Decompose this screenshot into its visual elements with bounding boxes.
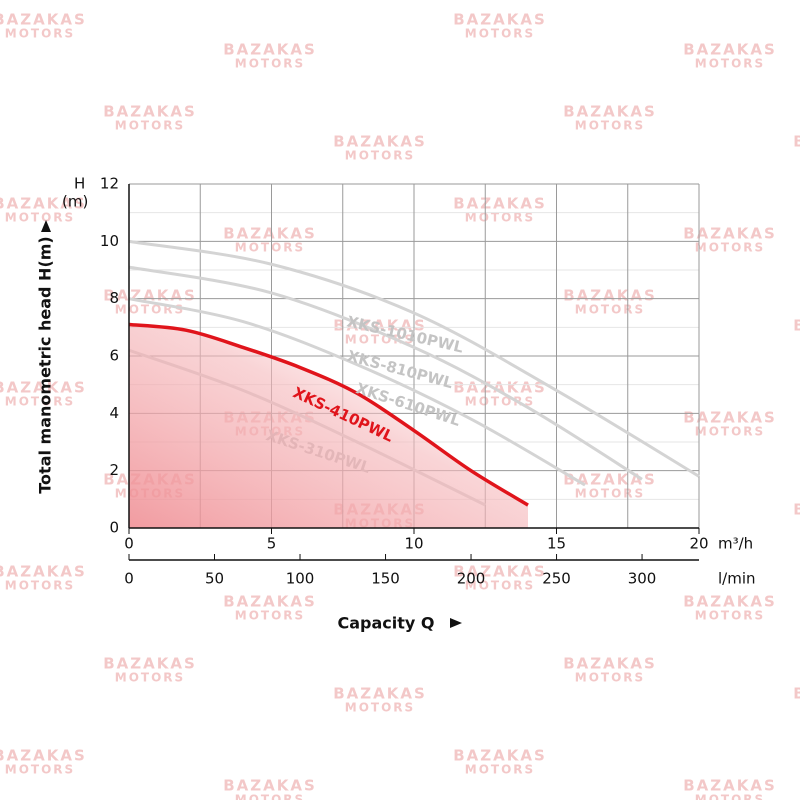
watermark: MOTORS	[5, 763, 75, 777]
watermark: BAZAKAS	[223, 593, 317, 611]
watermark: BAZAKAS	[0, 747, 87, 765]
x-tick-label: 5	[267, 535, 277, 553]
watermark: MOTORS	[115, 671, 185, 685]
y-tick-label: 6	[109, 347, 119, 365]
watermark: MOTORS	[695, 241, 765, 255]
x2-tick-label: 250	[542, 570, 571, 588]
watermark: MOTORS	[575, 303, 645, 317]
line	[128, 265, 643, 481]
x2-tick-label: 300	[628, 570, 657, 588]
watermark: BAZAKAS	[223, 225, 317, 243]
watermark: MOTORS	[695, 793, 765, 800]
watermark: BAZAKAS	[683, 409, 777, 427]
line	[128, 297, 586, 487]
watermark: MOTORS	[345, 333, 415, 347]
y-tick-label: 0	[109, 519, 119, 537]
watermark: BAZAKAS	[0, 379, 87, 397]
watermark: MOTORS	[465, 763, 535, 777]
watermark: MOTORS	[695, 425, 765, 439]
x2-tick-label: 150	[371, 570, 400, 588]
y-arrow	[41, 220, 51, 232]
watermark: MOTORS	[575, 487, 645, 501]
watermark: BAZAKAS	[0, 195, 87, 213]
watermark: BAZAKAS	[563, 471, 657, 489]
watermark: BAZAKAS	[453, 747, 547, 765]
watermark: MOTORS	[465, 211, 535, 225]
y-tick-label: 12	[100, 175, 119, 193]
watermark: MOTORS	[465, 579, 535, 593]
y-label-short: H	[74, 175, 85, 193]
watermark: BAZAKAS	[103, 655, 197, 673]
watermark: BAZAKAS	[683, 41, 777, 59]
y-tick-label: 10	[100, 232, 119, 250]
x-tick-label: 0	[124, 535, 134, 553]
watermark: BAZAKAS	[793, 685, 800, 703]
watermark: BAZAKAS	[0, 563, 87, 581]
watermark: MOTORS	[695, 57, 765, 71]
y-axis-label: Total manometric head H(m)	[36, 236, 55, 493]
x-tick-label: 15	[547, 535, 566, 553]
watermark: BAZAKAS	[453, 11, 547, 29]
watermark: BAZAKAS	[793, 317, 800, 335]
x-arrow	[450, 618, 462, 628]
watermark: BAZAKAS	[333, 133, 427, 151]
watermark: BAZAKAS	[683, 225, 777, 243]
watermark: MOTORS	[5, 395, 75, 409]
watermark: MOTORS	[235, 793, 305, 800]
watermark: MOTORS	[465, 27, 535, 41]
x-tick-label: 10	[404, 535, 423, 553]
watermark: MOTORS	[235, 241, 305, 255]
x2-tick-label: 200	[457, 570, 486, 588]
watermark: BAZAKAS	[103, 103, 197, 121]
watermark: MOTORS	[695, 609, 765, 623]
line	[128, 239, 700, 478]
watermark: BAZAKAS	[223, 41, 317, 59]
x-unit: m³/h	[718, 535, 753, 553]
watermark: BAZAKAS	[453, 379, 547, 397]
watermark: BAZAKAS	[683, 593, 777, 611]
watermark: MOTORS	[115, 303, 185, 317]
x-axis-label: Capacity Q	[337, 614, 434, 633]
x2-tick-label: 100	[286, 570, 315, 588]
watermark: MOTORS	[575, 119, 645, 133]
line	[128, 322, 529, 507]
watermark: BAZAKAS	[563, 103, 657, 121]
y-tick-label: 4	[109, 404, 119, 422]
watermark: MOTORS	[115, 119, 185, 133]
watermark: BAZAKAS	[453, 195, 547, 213]
watermark: MOTORS	[5, 211, 75, 225]
watermark: BAZAKAS	[563, 287, 657, 305]
x2-unit: l/min	[718, 570, 756, 588]
y-unit-short: (m)	[62, 193, 88, 211]
watermark: MOTORS	[235, 57, 305, 71]
watermark: MOTORS	[5, 579, 75, 593]
x-tick-label: 20	[689, 535, 708, 553]
x2-tick-label: 0	[124, 570, 134, 588]
watermark: MOTORS	[345, 701, 415, 715]
watermark: BAZAKAS	[683, 777, 777, 795]
y-tick-label: 2	[109, 461, 119, 479]
watermark: BAZAKAS	[0, 11, 87, 29]
watermark: BAZAKAS	[333, 685, 427, 703]
watermark: BAZAKAS	[223, 777, 317, 795]
watermark: BAZAKAS	[333, 317, 427, 335]
watermark: BAZAKAS	[793, 133, 800, 151]
watermark: MOTORS	[345, 149, 415, 163]
x2-tick-label: 50	[205, 570, 224, 588]
watermark: BAZAKAS	[793, 501, 800, 519]
area	[129, 324, 528, 528]
watermark: BAZAKAS	[453, 563, 547, 581]
y-tick-label: 8	[109, 289, 119, 307]
watermark: MOTORS	[465, 395, 535, 409]
watermark: MOTORS	[235, 609, 305, 623]
watermark: MOTORS	[575, 671, 645, 685]
watermark: BAZAKAS	[563, 655, 657, 673]
watermark: BAZAKAS	[103, 287, 197, 305]
watermark: MOTORS	[5, 27, 75, 41]
